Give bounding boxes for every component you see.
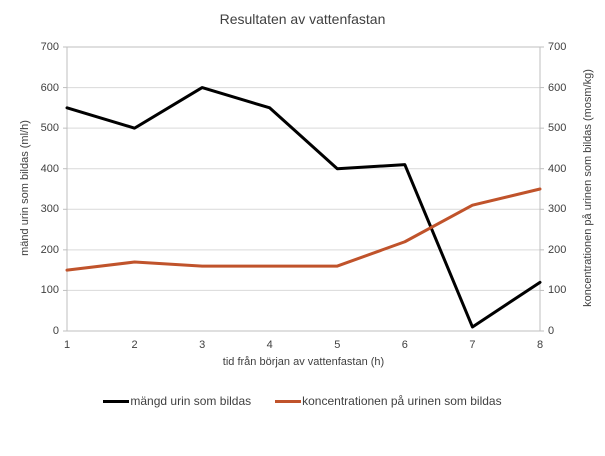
y-axis-right-tick-label: 700 <box>548 41 567 53</box>
x-axis-title: tid från början av vattenfastan (h) <box>222 356 385 368</box>
x-axis-tick-label: 7 <box>469 339 476 351</box>
y-axis-left-tick-label: 400 <box>40 162 59 175</box>
y-axis-right-tick-label: 300 <box>548 203 567 216</box>
x-axis-tick-label: 5 <box>334 339 341 351</box>
y-axis-left-tick-label: 700 <box>40 41 59 53</box>
x-axis-tick-label: 1 <box>63 339 71 351</box>
chart-legend: mängd urin som bildas koncentrationen på… <box>0 392 605 410</box>
series-line-1 <box>65 187 542 272</box>
y-axis-left-tick-label: 600 <box>40 81 59 94</box>
legend-item-urine-concentration: koncentrationen på urinen som bildas <box>275 394 502 408</box>
x-axis-tick-label: 6 <box>401 339 408 351</box>
y-axis-left-tick-label: 300 <box>40 203 59 216</box>
y-axis-left-tick-label: 500 <box>40 122 59 135</box>
series-line-0 <box>65 86 542 329</box>
y-axis-right-tick-label: 500 <box>548 122 567 135</box>
plot-border <box>66 46 541 332</box>
orange-line-swatch-icon <box>275 399 302 403</box>
y-axis-right-tick-label: 200 <box>548 243 567 256</box>
legend-label: mängd urin som bildas <box>130 394 252 408</box>
y-axis-left-tick-label: 200 <box>40 243 59 256</box>
y-axis-right-tick-label: 0 <box>548 325 555 337</box>
legend-item-urine-amount: mängd urin som bildas <box>103 394 251 408</box>
legend-label: koncentrationen på urinen som bildas <box>302 394 502 408</box>
y-axis-title-right: koncentrationen på urinen som bildas (mo… <box>582 69 594 307</box>
x-axis-tick-label: 3 <box>199 339 206 351</box>
black-line-swatch-icon <box>103 399 130 403</box>
y-axis-right-tick-label: 600 <box>548 81 567 94</box>
x-axis-tick-label: 2 <box>131 339 138 351</box>
x-axis-tick-label: 8 <box>536 339 544 351</box>
y-axis-right-tick-label: 100 <box>548 284 567 297</box>
y-axis-right-tick-label: 400 <box>548 162 567 175</box>
x-axis-tick-label: 4 <box>266 339 273 351</box>
y-axis-left-tick-label: 0 <box>52 325 59 337</box>
y-axis-left-tick-label: 100 <box>40 284 59 297</box>
chart-title: Resultaten av vattenfastan <box>219 11 386 27</box>
y-axis-title-left: mänd urin som bildas (ml/h) <box>19 120 31 256</box>
